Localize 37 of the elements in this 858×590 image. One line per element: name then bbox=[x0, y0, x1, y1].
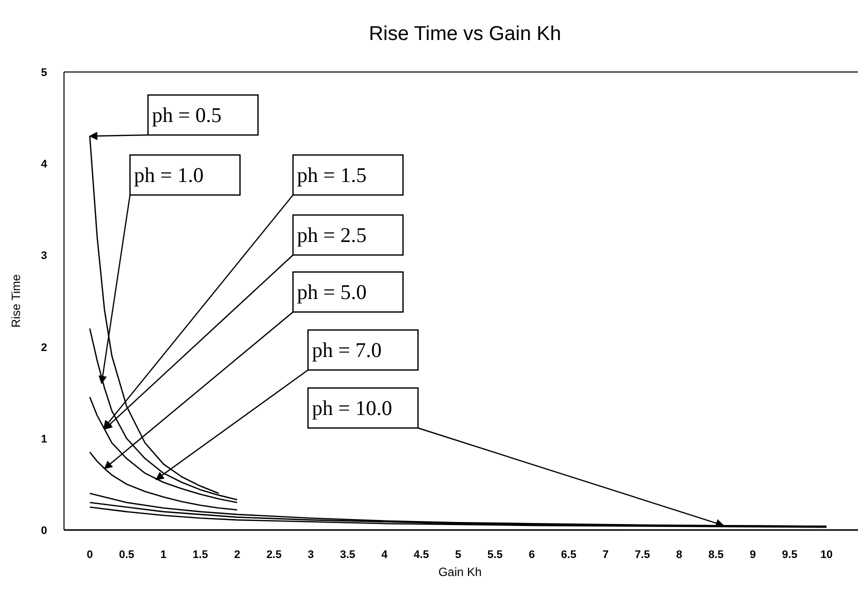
x-tick-label: 7.5 bbox=[634, 549, 650, 561]
y-tick-label: 1 bbox=[40, 433, 48, 446]
chart-title: Rise Time vs Gain Kh bbox=[368, 23, 562, 45]
annotation: ph = 1.5 bbox=[297, 163, 367, 187]
x-tick-label: 3.5 bbox=[340, 549, 356, 561]
x-tick-label: 8.5 bbox=[708, 549, 724, 561]
x-tick-label: 2 bbox=[234, 549, 240, 561]
x-tick-label: 4.5 bbox=[414, 549, 429, 561]
x-tick-label: 2.5 bbox=[266, 549, 282, 561]
x-tick-label: 1.5 bbox=[192, 549, 208, 561]
y-tick-label: 4 bbox=[40, 158, 48, 171]
x-tick-label: 0 bbox=[86, 549, 93, 561]
x-tick-label: 9.5 bbox=[782, 549, 798, 561]
x-tick-label: 10 bbox=[820, 549, 833, 561]
x-tick-label: 7 bbox=[602, 549, 609, 561]
y-axis-title: Rise Time bbox=[9, 274, 23, 328]
y-tick-label: 5 bbox=[40, 67, 48, 79]
x-tick-label: 5.5 bbox=[487, 549, 503, 561]
x-tick-label: 1 bbox=[160, 549, 167, 561]
x-axis-title: Gain Kh bbox=[438, 565, 482, 579]
annotation: ph = 1.0 bbox=[134, 163, 204, 187]
x-tick-label: 8 bbox=[676, 549, 682, 561]
x-tick-label: 9 bbox=[750, 549, 756, 561]
y-tick-label: 0 bbox=[40, 525, 48, 537]
y-tick-label: 2 bbox=[40, 342, 48, 354]
annotation: ph = 5.0 bbox=[297, 280, 367, 304]
annotation: ph = 7.0 bbox=[312, 338, 382, 362]
x-tick-label: 4 bbox=[381, 549, 388, 561]
annotation: ph = 10.0 bbox=[312, 396, 392, 420]
annotation: ph = 2.5 bbox=[297, 223, 367, 247]
x-tick-label: 6 bbox=[528, 549, 535, 561]
y-tick-label: 3 bbox=[40, 250, 48, 262]
x-tick-label: 5 bbox=[455, 549, 462, 561]
annotation: ph = 0.5 bbox=[152, 103, 222, 127]
x-tick-label: 6.5 bbox=[561, 549, 576, 561]
x-tick-label: 3 bbox=[308, 549, 314, 561]
x-tick-label: 0.5 bbox=[118, 549, 134, 561]
